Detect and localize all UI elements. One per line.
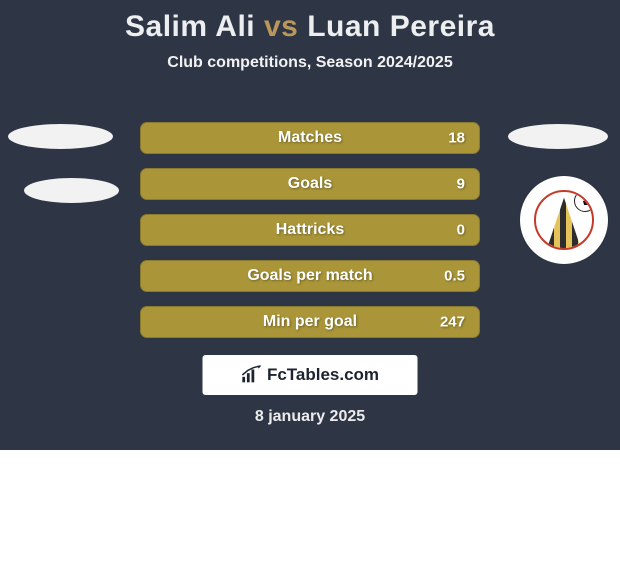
stat-bar-goals: Goals 9	[140, 168, 480, 200]
player-a-logo-placeholder-1	[8, 124, 113, 149]
vs-label: vs	[264, 10, 298, 43]
stat-right-value: 0	[457, 222, 465, 239]
stat-label: Goals	[288, 175, 332, 193]
player-b-logo-placeholder	[508, 124, 608, 149]
comparison-panel: Salim Ali vs Luan Pereira Club competiti…	[0, 0, 620, 450]
club-badge-inner	[534, 190, 594, 250]
stat-bar-mpg: Min per goal 247	[140, 306, 480, 338]
brand-box[interactable]: FcTables.com	[203, 355, 418, 395]
stat-bars: Matches 18 Goals 9 Hattricks 0 Goals per…	[140, 122, 480, 352]
stat-bar-hattricks: Hattricks 0	[140, 214, 480, 246]
stat-right-value: 18	[448, 130, 465, 147]
stat-right-value: 247	[440, 314, 465, 331]
stat-label: Hattricks	[276, 221, 344, 239]
stat-bar-gpm: Goals per match 0.5	[140, 260, 480, 292]
stat-label: Min per goal	[263, 313, 357, 331]
stat-right-value: 0.5	[444, 268, 465, 285]
player-a-logo-placeholder-2	[24, 178, 119, 203]
player-a-name: Salim Ali	[125, 10, 255, 43]
date-label: 8 january 2025	[255, 408, 365, 426]
brand-label: FcTables.com	[267, 365, 379, 385]
player-b-name: Luan Pereira	[307, 10, 495, 43]
subtitle: Club competitions, Season 2024/2025	[0, 54, 620, 72]
club-badge	[520, 176, 608, 264]
stat-bar-matches: Matches 18	[140, 122, 480, 154]
stat-right-value: 9	[457, 176, 465, 193]
stat-label: Matches	[278, 129, 342, 147]
page-title: Salim Ali vs Luan Pereira	[0, 0, 620, 44]
stat-label: Goals per match	[247, 267, 372, 285]
chart-icon	[241, 365, 263, 385]
soccer-ball-icon	[574, 190, 594, 212]
